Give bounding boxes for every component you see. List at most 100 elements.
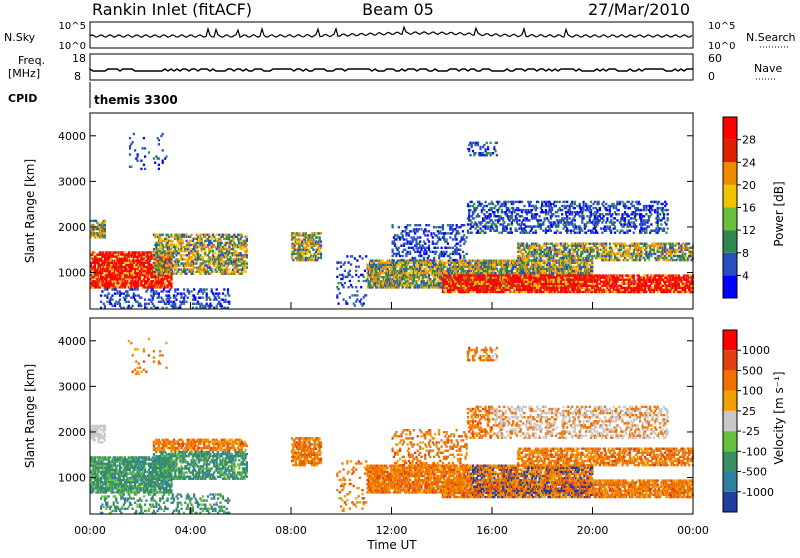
echo-cell bbox=[459, 260, 461, 262]
echo-cell bbox=[138, 294, 140, 296]
echo-cell bbox=[389, 276, 391, 278]
echo-cell bbox=[295, 238, 297, 240]
echo-cell bbox=[221, 250, 223, 252]
echo-cell bbox=[170, 242, 172, 244]
echo-cell bbox=[387, 266, 389, 268]
echo-cell bbox=[358, 276, 360, 278]
echo-cell bbox=[104, 224, 106, 226]
echo-cell bbox=[104, 220, 106, 222]
echo-cell bbox=[155, 290, 157, 292]
echo-cell bbox=[316, 259, 318, 261]
echo-cell bbox=[139, 270, 141, 272]
echo-cell bbox=[188, 292, 190, 294]
echo-cell bbox=[91, 253, 93, 255]
echo-cell bbox=[101, 260, 103, 262]
echo-cell bbox=[211, 271, 213, 273]
echo-cell bbox=[346, 255, 348, 257]
echo-cell bbox=[354, 304, 356, 306]
echo-cell bbox=[227, 254, 229, 256]
echo-cell bbox=[227, 288, 229, 290]
echo-cell bbox=[177, 271, 179, 273]
echo-cell bbox=[193, 294, 195, 296]
echo-cell bbox=[410, 284, 412, 286]
echo-cell bbox=[434, 270, 436, 272]
echo-cell bbox=[479, 291, 481, 293]
echo-cell bbox=[228, 301, 230, 303]
echo-cell bbox=[199, 297, 201, 299]
echo-cell bbox=[344, 261, 346, 263]
echo-cell bbox=[226, 266, 228, 268]
echo-cell bbox=[423, 270, 425, 272]
freq-label-2: [MHz] bbox=[8, 67, 40, 80]
echo-cell bbox=[193, 288, 195, 290]
echo-cell bbox=[487, 274, 489, 276]
echo-cell bbox=[525, 270, 527, 272]
echo-cell bbox=[531, 287, 533, 289]
echo-cell bbox=[320, 255, 322, 257]
echo-cell bbox=[487, 289, 489, 291]
echo-cell bbox=[121, 251, 123, 253]
echo-cell bbox=[209, 250, 211, 252]
echo-cell bbox=[209, 262, 211, 264]
echo-cell bbox=[108, 292, 110, 294]
echo-cell bbox=[469, 291, 471, 293]
echo-cell bbox=[591, 272, 593, 274]
echo-cell bbox=[235, 244, 237, 246]
echo-cell bbox=[549, 262, 551, 264]
echo-cell bbox=[154, 234, 156, 236]
echo-cell bbox=[104, 288, 106, 290]
echo-cell bbox=[106, 251, 108, 253]
echo-cell bbox=[302, 243, 304, 245]
echo-cell bbox=[197, 242, 199, 244]
echo-cell bbox=[586, 287, 588, 289]
echo-cell bbox=[351, 276, 353, 278]
echo-cell bbox=[566, 266, 568, 268]
echo-cell bbox=[349, 270, 351, 272]
echo-cell bbox=[350, 284, 352, 286]
echo-cell bbox=[184, 294, 186, 296]
echo-cell bbox=[184, 268, 186, 270]
echo-cell bbox=[382, 260, 384, 262]
echo-cell bbox=[527, 262, 529, 264]
echo-cell bbox=[121, 272, 123, 274]
echo-cell bbox=[228, 294, 230, 296]
echo-cell bbox=[162, 299, 164, 301]
echo-cell bbox=[172, 264, 174, 266]
echo-cell bbox=[144, 276, 146, 278]
echo-cell bbox=[294, 251, 296, 253]
echo-cell bbox=[305, 259, 307, 261]
echo-cell bbox=[168, 294, 170, 296]
echo-cell bbox=[213, 271, 215, 273]
echo-cell bbox=[143, 272, 145, 274]
echo-cell bbox=[418, 276, 420, 278]
echo-cell bbox=[358, 266, 360, 268]
echo-cell bbox=[336, 268, 338, 270]
echo-cell bbox=[173, 244, 175, 246]
echo-cell bbox=[183, 258, 185, 260]
echo-cell bbox=[183, 297, 185, 299]
echo-cell bbox=[561, 291, 563, 293]
echo-cell bbox=[341, 284, 343, 286]
echo-cell bbox=[119, 299, 121, 301]
echo-cell bbox=[316, 236, 318, 238]
echo-cell bbox=[111, 305, 113, 307]
echo-cell bbox=[204, 305, 206, 307]
echo-cell bbox=[120, 292, 122, 294]
echo-cell bbox=[574, 262, 576, 264]
echo-cell bbox=[336, 294, 338, 296]
echo-cell bbox=[449, 270, 451, 272]
echo-cell bbox=[204, 250, 206, 252]
echo-cell bbox=[96, 270, 98, 272]
echo-cell bbox=[518, 291, 520, 293]
echo-cell bbox=[169, 288, 171, 290]
echo-cell bbox=[139, 276, 141, 278]
echo-cell bbox=[343, 298, 345, 300]
echo-cell bbox=[505, 291, 507, 293]
echo-cell bbox=[175, 244, 177, 246]
echo-cell bbox=[193, 303, 195, 305]
echo-cell bbox=[348, 286, 350, 288]
beam-label: Beam 05 bbox=[362, 0, 434, 19]
echo-cell bbox=[387, 260, 389, 262]
echo-cell bbox=[177, 288, 179, 290]
